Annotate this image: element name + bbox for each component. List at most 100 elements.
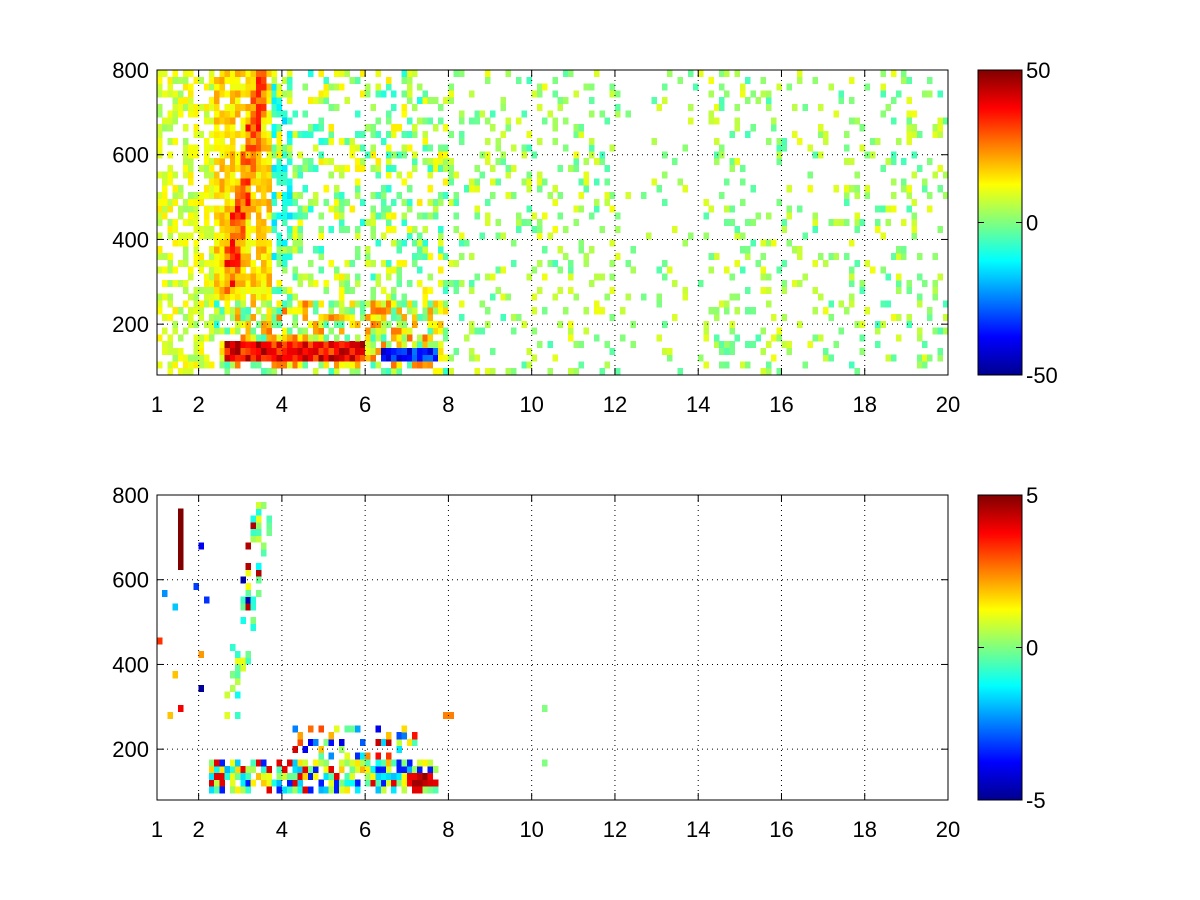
heatmap-cell: [458, 70, 465, 78]
heatmap-cell: [677, 178, 683, 186]
heatmap-cell: [287, 90, 293, 98]
heatmap-cell: [255, 501, 262, 509]
heatmap-cell: [172, 671, 179, 679]
heatmap-cell: [302, 347, 309, 355]
heatmap-cell: [281, 253, 288, 261]
heatmap-cell: [812, 76, 819, 84]
heatmap-cell: [448, 280, 454, 288]
heatmap-cell: [235, 327, 241, 335]
heatmap-cell: [229, 286, 236, 294]
heatmap-cell: [812, 307, 819, 315]
heatmap-cell: [318, 212, 324, 220]
heatmap-cell: [916, 131, 923, 139]
heatmap-cell: [323, 739, 330, 747]
heatmap-cell: [240, 341, 246, 349]
heatmap-cell: [432, 341, 439, 349]
heatmap-cell: [333, 341, 340, 349]
heatmap-cell: [250, 83, 257, 91]
heatmap-cell: [219, 144, 225, 152]
heatmap-cell: [797, 253, 803, 261]
heatmap-cell: [255, 212, 262, 220]
heatmap-cell: [287, 212, 293, 220]
heatmap-cell: [588, 137, 595, 145]
heatmap-cell: [661, 97, 668, 105]
heatmap-cell: [854, 225, 860, 233]
heatmap-cell: [219, 314, 225, 322]
heatmap-cell: [849, 76, 855, 84]
heatmap-cell: [583, 185, 590, 193]
heatmap-cell: [760, 286, 767, 294]
heatmap-cell: [250, 131, 257, 139]
heatmap-cell: [229, 246, 236, 254]
heatmap-cell: [614, 90, 621, 98]
heatmap-cell: [401, 772, 408, 780]
heatmap-cell: [682, 239, 689, 247]
heatmap-cell: [427, 171, 434, 179]
heatmap-cell: [495, 158, 501, 166]
heatmap-cell: [188, 178, 194, 186]
heatmap-cell: [843, 307, 850, 315]
heatmap-cell: [385, 759, 392, 767]
heatmap-cell: [354, 225, 361, 233]
heatmap-cell: [344, 164, 350, 172]
heatmap-cell: [276, 151, 283, 159]
heatmap-cell: [235, 664, 241, 672]
heatmap-cell: [901, 178, 907, 186]
heatmap-cell: [333, 347, 340, 355]
heatmap-cell: [323, 198, 330, 206]
heatmap-cell: [157, 110, 163, 118]
heatmap-cell: [349, 137, 356, 145]
heatmap-cell: [895, 280, 902, 288]
heatmap-cell: [193, 361, 199, 369]
heatmap-cell: [198, 542, 205, 550]
heatmap-cell: [880, 110, 886, 118]
heatmap-cell: [438, 103, 444, 111]
heatmap-cell: [297, 354, 304, 362]
heatmap-cell: [229, 327, 236, 335]
heatmap-cell: [385, 732, 392, 740]
heatmap-cell: [344, 286, 350, 294]
heatmap-cell: [276, 341, 283, 349]
heatmap-cell: [281, 171, 288, 179]
heatmap-cell: [157, 83, 163, 91]
heatmap-cell: [526, 205, 532, 213]
heatmap-cell: [240, 779, 246, 787]
heatmap-cell: [417, 779, 423, 787]
heatmap-cell: [588, 83, 595, 91]
heatmap-cell: [177, 192, 184, 200]
heatmap-cell: [573, 158, 579, 166]
heatmap-cell: [411, 779, 418, 787]
heatmap-cell: [266, 198, 272, 206]
heatmap-cell: [895, 314, 902, 322]
heatmap-cell: [209, 103, 215, 111]
heatmap-cell: [406, 97, 413, 105]
heatmap-cell: [927, 205, 933, 213]
heatmap-cell: [516, 225, 522, 233]
heatmap-cell: [370, 212, 376, 220]
heatmap-cell: [411, 307, 418, 315]
heatmap-cell: [318, 151, 324, 159]
heatmap-cell: [750, 341, 756, 349]
heatmap-cell: [911, 110, 918, 118]
heatmap-cell: [583, 253, 590, 261]
heatmap-cell: [391, 347, 397, 355]
heatmap-cell: [281, 178, 288, 186]
heatmap-cell: [432, 97, 439, 105]
heatmap-cell: [333, 205, 340, 213]
heatmap-cell: [276, 766, 283, 774]
heatmap-cell: [183, 198, 189, 206]
heatmap-cell: [193, 300, 199, 308]
heatmap-cell: [521, 178, 527, 186]
heatmap-cell: [292, 110, 298, 118]
heatmap-cell: [229, 90, 236, 98]
heatmap-cell: [396, 124, 402, 132]
heatmap-cell: [214, 286, 220, 294]
heatmap-cell: [807, 171, 813, 179]
heatmap-cell: [203, 286, 210, 294]
heatmap-cell: [333, 361, 340, 369]
heatmap-cell: [552, 137, 559, 145]
heatmap-cell: [339, 745, 345, 753]
heatmap-cell: [375, 739, 382, 747]
heatmap-cell: [438, 225, 444, 233]
heatmap-cell: [198, 253, 205, 261]
